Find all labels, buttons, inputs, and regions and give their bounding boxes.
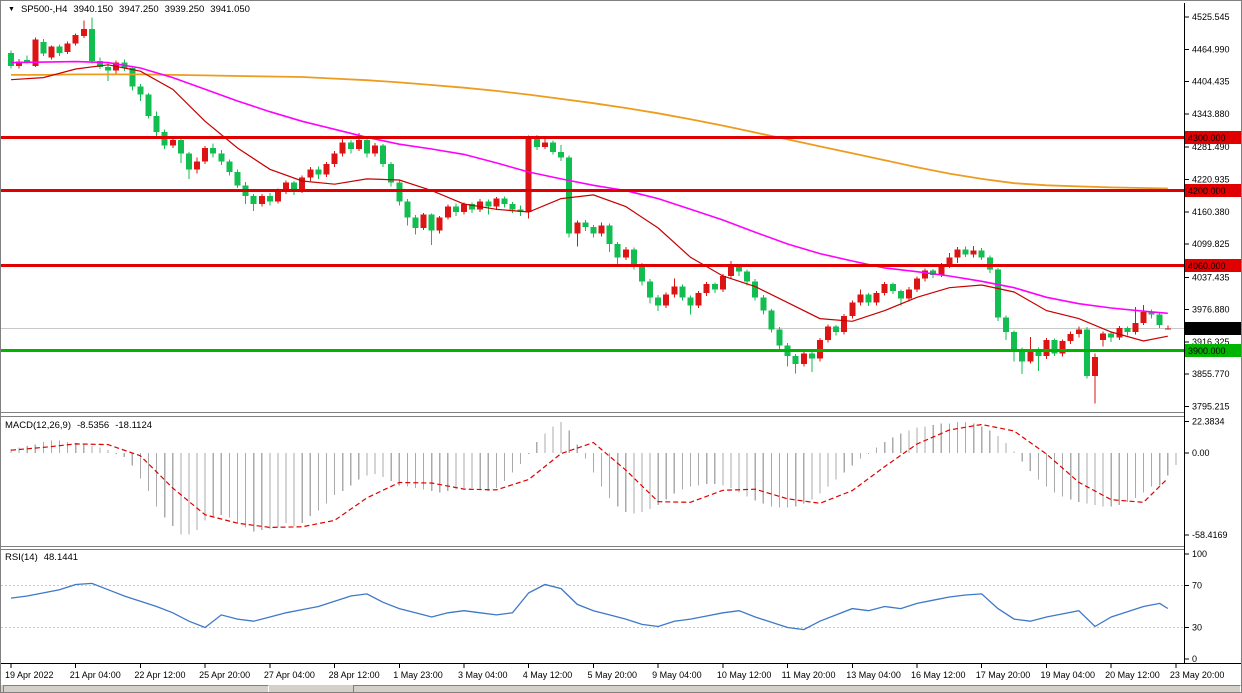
price-axis-label: 4525.545	[1192, 12, 1230, 22]
rsi-axis-label: 0	[1192, 654, 1197, 664]
ma-mid-magenta-line	[10, 60, 1168, 315]
time-axis-label: 3 May 04:00	[458, 670, 508, 680]
macd-label: MACD(12,26,9)	[5, 420, 71, 431]
price-axis-label: 4160.380	[1192, 207, 1230, 217]
time-axis-label: 21 Apr 04:00	[70, 670, 121, 680]
price-axis-label: 4343.880	[1192, 109, 1230, 119]
hline-4200.000[interactable]	[1, 189, 1184, 193]
time-axis-label: 17 May 20:00	[976, 670, 1031, 680]
hline-price-box	[1185, 344, 1241, 358]
time-axis-label: 5 May 20:00	[587, 670, 637, 680]
macd-signal-line	[10, 423, 1169, 529]
time-axis-label: 23 May 20:00	[1170, 670, 1225, 680]
rsi-label: RSI(14)	[5, 552, 38, 563]
rsi-axis-label: 30	[1192, 623, 1202, 633]
time-axis-label: 11 May 20:00	[782, 670, 836, 680]
rsi-pane-surface[interactable]	[3, 550, 1183, 663]
price-axis-label: 4464.990	[1192, 44, 1230, 54]
price-axis-label: 3855.770	[1192, 369, 1230, 379]
time-axis-label: 9 May 04:00	[652, 670, 702, 680]
time-axis-label: 19 May 04:00	[1040, 670, 1095, 680]
time-axis-label: 25 Apr 20:00	[199, 670, 250, 680]
price-axis-label: 4037.435	[1192, 272, 1230, 282]
time-axis-label: 1 May 23:00	[393, 670, 443, 680]
ma-fast-red-line	[10, 64, 1168, 342]
price-axis-label: 3916.325	[1192, 337, 1230, 347]
macd-axis-label: 0.00	[1192, 448, 1210, 458]
rsi-layer	[1, 582, 1184, 631]
status-panel-right	[353, 685, 1241, 692]
rsi-line	[10, 582, 1169, 631]
ohlc-low: 3939.250	[164, 4, 205, 15]
time-axis-label: 22 Apr 12:00	[134, 670, 185, 680]
pane-separators[interactable]	[1, 412, 1242, 550]
moving-averages-layer	[10, 60, 1168, 342]
hline-4300.000[interactable]	[1, 135, 1184, 139]
ohlc-close: 3941.050	[210, 4, 250, 15]
status-panel-left	[3, 685, 269, 692]
hline-price-box-text: 4200.000	[1188, 186, 1226, 196]
status-bar	[1, 685, 1241, 692]
pane-surfaces[interactable]	[3, 3, 1183, 663]
price-axis-label: 4281.490	[1192, 142, 1230, 152]
time-axis-label: 13 May 04:00	[846, 670, 901, 680]
hline-price-box	[1185, 258, 1241, 272]
hline-price-box-text: 4060.000	[1188, 261, 1226, 271]
hline-price-box	[1185, 184, 1241, 198]
current-price-box	[1185, 322, 1241, 336]
main-chart-surface[interactable]	[3, 3, 1183, 412]
hlines-layer	[1, 135, 1184, 353]
rsi-axis-label: 100	[1192, 549, 1207, 559]
ohlc-open: 3940.150	[73, 4, 114, 15]
hline-3900.000[interactable]	[1, 349, 1184, 353]
hline-price-box-text: 3900.000	[1188, 346, 1226, 356]
macd-signal-value: -18.1124	[115, 420, 153, 431]
ma-slow-orange-line	[11, 73, 1168, 190]
time-axis-label: 28 Apr 12:00	[329, 670, 380, 680]
price-axis-label: 4099.825	[1192, 239, 1230, 249]
macd-main-value: -8.5356	[77, 420, 110, 431]
macd-indicator-header: MACD(12,26,9) -8.5356 -18.1124	[5, 420, 158, 431]
macd-histogram	[10, 422, 1177, 535]
rsi-value: 48.1441	[43, 552, 79, 563]
time-axis-label: 20 May 12:00	[1105, 670, 1160, 680]
chart-header: ▼ SP500-,H4 3940.150 3947.250 3939.250 3941.0…	[8, 4, 256, 15]
time-axis[interactable]: 19 Apr 2022 21 Apr 04:00 22 Apr 12:00 25 Ap…	[1, 663, 1242, 681]
current-price-box-text: 3941.050	[1188, 324, 1226, 334]
time-axis-label: 19 Apr 2022	[5, 670, 54, 680]
time-axis-label: 4 May 12:00	[523, 670, 573, 680]
time-axis-label: 27 Apr 04:00	[264, 670, 315, 680]
price-axis-label: 4404.435	[1192, 77, 1230, 87]
ohlc-high: 3947.250	[119, 4, 159, 15]
hline-price-box	[1185, 130, 1241, 144]
macd-pane-surface[interactable]	[3, 418, 1183, 545]
hline-price-box-text: 4300.000	[1188, 133, 1226, 143]
symbol-dropdown-icon[interactable]: ▼	[8, 6, 15, 13]
price-axis-label: 4220.935	[1192, 174, 1230, 184]
macd-axis-label: 22.3834	[1192, 417, 1225, 427]
price-axis-label: 3795.215	[1192, 402, 1230, 412]
rsi-axis-label: 70	[1192, 581, 1202, 591]
rsi-indicator-header: RSI(14) 48.1441	[5, 552, 84, 563]
hline-4060.000[interactable]	[1, 263, 1184, 267]
time-axis-label: 10 May 12:00	[717, 670, 772, 680]
symbol-timeframe-label: SP500-,H4	[20, 4, 68, 15]
price-axis[interactable]: 4525.545 4464.990 4404.435 4343.880 4281.490…	[1184, 3, 1242, 664]
candles-layer	[8, 17, 1171, 404]
macd-axis-label: -58.4169	[1192, 530, 1228, 540]
time-axis-label: 16 May 12:00	[911, 670, 966, 680]
price-axis-label: 3976.880	[1192, 305, 1230, 315]
